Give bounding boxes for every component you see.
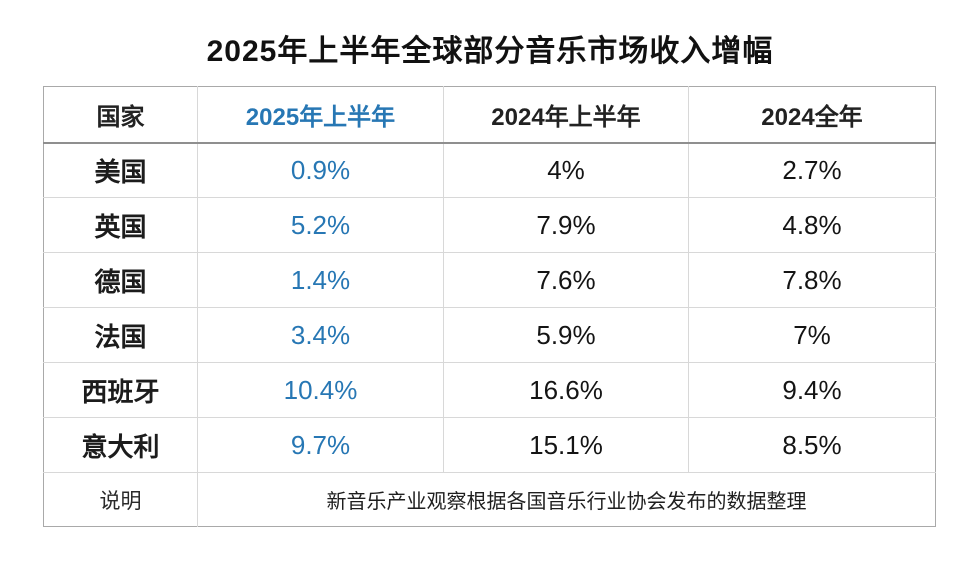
country-cell: 英国: [43, 197, 198, 253]
table-row: 西班牙 10.4% 16.6% 9.4%: [43, 362, 936, 418]
column-header-country: 国家: [43, 86, 198, 144]
note-row: 说明 新音乐产业观察根据各国音乐行业协会发布的数据整理: [43, 472, 936, 527]
country-cell: 德国: [43, 252, 198, 308]
table-row: 德国 1.4% 7.6% 7.8%: [43, 252, 936, 308]
column-header-2024-h1: 2024年上半年: [443, 86, 689, 144]
value-2024-h1: 7.9%: [443, 197, 689, 253]
value-2025-h1: 5.2%: [197, 197, 444, 253]
table-row: 英国 5.2% 7.9% 4.8%: [43, 197, 936, 253]
value-2024-full-year: 9.4%: [688, 362, 936, 418]
note-label: 说明: [43, 472, 198, 527]
country-cell: 法国: [43, 307, 198, 363]
value-2024-full-year: 8.5%: [688, 417, 936, 473]
page-title: 2025年上半年全球部分音乐市场收入增幅: [206, 35, 774, 68]
value-2024-h1: 15.1%: [443, 417, 689, 473]
value-2024-full-year: 7.8%: [688, 252, 936, 308]
market-growth-table-container: 国家 2025年上半年 2024年上半年 2024全年 美国 0.9% 4% 2…: [43, 86, 936, 527]
note-text: 新音乐产业观察根据各国音乐行业协会发布的数据整理: [197, 472, 936, 527]
value-2024-full-year: 4.8%: [688, 197, 936, 253]
table-row: 法国 3.4% 5.9% 7%: [43, 307, 936, 363]
column-header-2025-h1: 2025年上半年: [197, 86, 444, 144]
value-2024-h1: 16.6%: [443, 362, 689, 418]
value-2025-h1: 0.9%: [197, 142, 444, 198]
value-2025-h1: 3.4%: [197, 307, 444, 363]
header-row: 国家 2025年上半年 2024年上半年 2024全年: [43, 86, 936, 144]
value-2024-h1: 7.6%: [443, 252, 689, 308]
country-cell: 美国: [94, 156, 147, 187]
value-2024-full-year: 2.7%: [688, 142, 936, 198]
column-header-2024-full-year: 2024全年: [688, 86, 936, 144]
value-2025-h1: 1.4%: [197, 252, 444, 308]
value-2025-h1: 9.7%: [197, 417, 444, 473]
table-row: 意大利 9.7% 15.1% 8.5%: [43, 417, 936, 473]
value-2024-full-year: 7%: [688, 307, 936, 363]
market-growth-table: 国家 2025年上半年 2024年上半年 2024全年 美国 0.9% 4% 2…: [43, 86, 936, 527]
country-cell: 西班牙: [43, 362, 198, 418]
value-2024-h1: 5.9%: [443, 307, 689, 363]
country-cell: 意大利: [43, 417, 198, 473]
table-row: 美国 0.9% 4% 2.7%: [44, 142, 936, 198]
value-2024-h1: 4%: [443, 142, 689, 198]
value-2025-h1: 10.4%: [197, 362, 444, 418]
